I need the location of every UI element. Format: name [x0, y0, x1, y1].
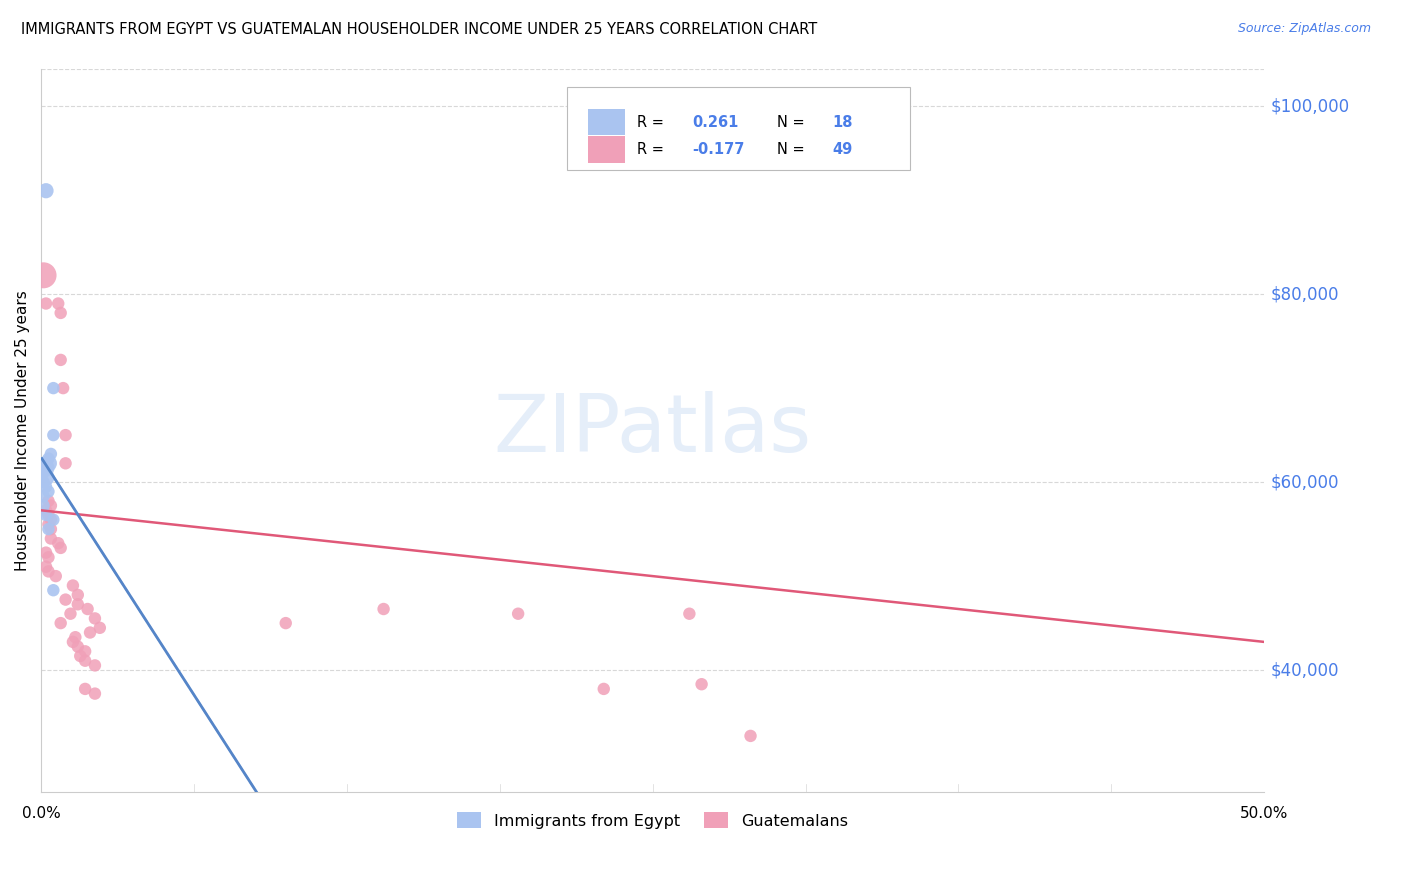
Point [37, 456, 59, 470]
Point [740, 729, 762, 743]
Point [37, 451, 59, 466]
Point [32, 489, 55, 503]
FancyBboxPatch shape [567, 87, 910, 169]
Text: $80,000: $80,000 [1271, 285, 1339, 303]
Text: $60,000: $60,000 [1271, 473, 1339, 491]
Text: $100,000: $100,000 [1271, 97, 1350, 115]
Point [39, 499, 62, 513]
Point [75, 644, 97, 658]
Point [39, 532, 62, 546]
Text: 50.0%: 50.0% [1240, 806, 1288, 822]
Point [35, 503, 58, 517]
Text: R =: R = [637, 142, 668, 157]
Text: 0.261: 0.261 [692, 115, 738, 129]
Text: N =: N = [778, 142, 810, 157]
Point [89, 621, 111, 635]
Point [66, 597, 89, 611]
Point [84, 687, 107, 701]
Point [35, 461, 58, 475]
Point [66, 640, 89, 654]
Point [690, 677, 713, 691]
Text: IMMIGRANTS FROM EGYPT VS GUATEMALAN HOUSEHOLDER INCOME UNDER 25 YEARS CORRELATIO: IMMIGRANTS FROM EGYPT VS GUATEMALAN HOUS… [21, 22, 817, 37]
Point [62, 578, 84, 592]
Point [59, 607, 82, 621]
Text: R =: R = [637, 115, 668, 129]
Point [55, 456, 77, 470]
Point [35, 546, 58, 560]
Point [42, 583, 65, 598]
Point [39, 522, 62, 536]
Point [35, 470, 58, 484]
Point [37, 565, 59, 579]
Point [84, 658, 107, 673]
Point [35, 480, 58, 494]
Text: N =: N = [778, 115, 810, 129]
Point [75, 681, 97, 696]
Point [55, 592, 77, 607]
Point [37, 484, 59, 499]
Point [45, 569, 67, 583]
Point [84, 611, 107, 625]
Point [42, 428, 65, 442]
Point [46, 536, 69, 550]
Point [37, 508, 59, 522]
Point [52, 381, 75, 395]
Text: 18: 18 [832, 115, 853, 129]
Point [678, 607, 700, 621]
Point [35, 559, 58, 574]
Point [37, 517, 59, 532]
Point [39, 513, 62, 527]
Point [274, 616, 297, 631]
Point [65, 630, 87, 644]
Point [62, 635, 84, 649]
Point [32, 268, 55, 283]
Point [49, 616, 72, 631]
Point [32, 499, 55, 513]
Text: $40,000: $40,000 [1271, 661, 1339, 679]
Point [35, 184, 58, 198]
Text: -0.177: -0.177 [692, 142, 744, 157]
Point [32, 475, 55, 489]
Y-axis label: Householder Income Under 25 years: Householder Income Under 25 years [15, 290, 30, 571]
Point [46, 296, 69, 310]
Text: Source: ZipAtlas.com: Source: ZipAtlas.com [1237, 22, 1371, 36]
Text: 0.0%: 0.0% [21, 806, 60, 822]
Point [49, 306, 72, 320]
Point [55, 428, 77, 442]
Text: 49: 49 [832, 142, 852, 157]
Point [592, 681, 614, 696]
Point [76, 602, 98, 616]
Legend: Immigrants from Egypt, Guatemalans: Immigrants from Egypt, Guatemalans [451, 805, 855, 835]
Point [66, 588, 89, 602]
Point [32, 466, 55, 480]
Point [373, 602, 395, 616]
Point [35, 296, 58, 310]
Point [37, 522, 59, 536]
Point [49, 352, 72, 367]
Text: ZIPatlas: ZIPatlas [494, 392, 811, 469]
Point [35, 508, 58, 522]
Point [37, 550, 59, 565]
Point [79, 625, 101, 640]
Point [508, 607, 530, 621]
Point [39, 447, 62, 461]
Point [75, 654, 97, 668]
Point [42, 513, 65, 527]
Point [37, 494, 59, 508]
Point [49, 541, 72, 555]
Point [42, 381, 65, 395]
Bar [588, 136, 624, 162]
Point [69, 648, 91, 663]
Bar [588, 109, 624, 136]
